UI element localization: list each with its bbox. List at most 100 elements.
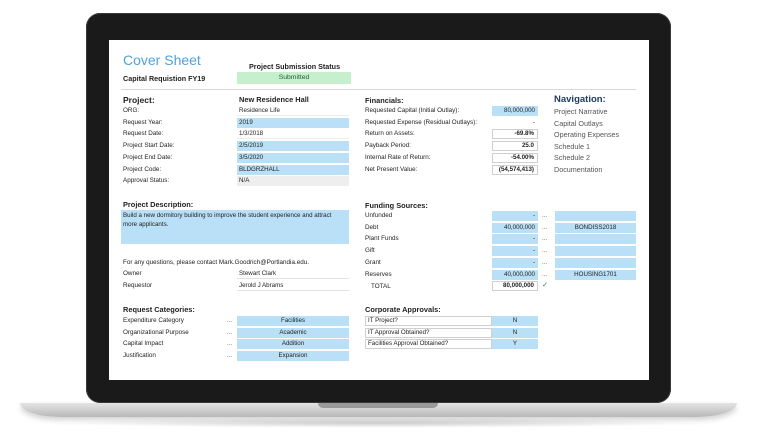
- funding-ellipsis: ...: [542, 271, 548, 278]
- project-field-value[interactable]: 1/3/2018: [237, 129, 349, 140]
- category-dropdown[interactable]: Academic: [237, 327, 349, 338]
- project-field-value[interactable]: 2019: [237, 117, 349, 128]
- funding-ellipsis: ...: [542, 259, 548, 266]
- financial-label: Requested Expense (Residual Outlays):: [365, 118, 478, 126]
- funding-label: Reserves: [365, 270, 392, 278]
- category-label: Capital Impact: [123, 340, 164, 348]
- funding-ellipsis: ...: [542, 224, 548, 231]
- nav-link[interactable]: Project Narrative: [554, 107, 608, 116]
- project-field-label: Project Code:: [123, 165, 162, 173]
- project-field-value[interactable]: 2/5/2019: [237, 141, 349, 152]
- funding-code[interactable]: HOUSING1701: [555, 269, 636, 280]
- nav-link[interactable]: Schedule 2: [554, 153, 590, 163]
- funding-code[interactable]: [555, 257, 636, 268]
- page-subtitle: Capital Requistion FY19: [123, 74, 206, 83]
- category-label: Expenditure Category: [123, 317, 184, 324]
- check-icon: ✓: [542, 282, 548, 289]
- project-field-value[interactable]: N/A: [237, 176, 349, 187]
- financials-heading: Financials:: [365, 96, 404, 105]
- approvals-heading: Corporate Approvals:: [365, 305, 441, 314]
- funding-label: Debt: [365, 223, 379, 231]
- laptop-notch: [318, 403, 438, 408]
- laptop-base: [20, 403, 737, 417]
- project-field-label: ORG:: [123, 107, 140, 114]
- funding-amount[interactable]: -: [492, 211, 538, 221]
- category-dropdown[interactable]: Facilities: [237, 316, 349, 326]
- category-ellipsis: ...: [227, 341, 233, 348]
- header-divider: [121, 89, 636, 90]
- funding-label: Unfunded: [365, 212, 393, 219]
- funding-label: Gift: [365, 247, 375, 255]
- approval-label: IT Project?: [365, 316, 492, 326]
- category-label: Organizational Purpose: [123, 328, 189, 336]
- project-field-label: Project End Date:: [123, 153, 173, 161]
- approval-label: IT Approval Obtained?: [365, 327, 492, 338]
- approval-label: Facilities Approval Obtained?: [365, 339, 492, 350]
- status-label: Project Submission Status: [249, 62, 341, 71]
- categories-heading: Request Categories:: [123, 305, 195, 314]
- contact-note: For any questions, please contact Mark.G…: [123, 259, 309, 266]
- category-ellipsis: ...: [227, 318, 233, 324]
- funding-total-label: TOTAL: [371, 283, 391, 290]
- funding-label: Plant Funds: [365, 235, 399, 243]
- funding-ellipsis: ...: [542, 213, 548, 219]
- project-field-label: Request Year:: [123, 118, 163, 126]
- project-field-value[interactable]: BLDGRZHALL: [237, 164, 349, 175]
- financial-value[interactable]: 80,000,000: [492, 106, 538, 116]
- financial-label: Requested Capital (Initial Outlay):: [365, 107, 460, 114]
- project-name: New Residence Hall: [239, 95, 309, 104]
- approval-value[interactable]: N: [492, 316, 538, 326]
- funding-code[interactable]: [555, 211, 636, 221]
- project-field-label: Request Date:: [123, 130, 164, 138]
- project-field-value[interactable]: 3/5/2020: [237, 152, 349, 163]
- financial-value: -54.00%: [492, 152, 538, 163]
- funding-code[interactable]: [555, 246, 636, 257]
- requestor-field[interactable]: Jerold J Abrams: [237, 281, 349, 291]
- category-ellipsis: ...: [227, 329, 233, 336]
- funding-code[interactable]: [555, 234, 636, 245]
- owner-label: Owner: [123, 270, 142, 277]
- financial-value: -: [532, 118, 535, 126]
- status-badge: Submitted: [237, 72, 351, 84]
- funding-ellipsis: ...: [542, 236, 548, 243]
- funding-heading: Funding Sources:: [365, 201, 428, 210]
- owner-field[interactable]: Stewart Clark: [237, 269, 349, 279]
- project-field-label: Approval Status:: [123, 177, 170, 185]
- financial-value: (54,574,413): [492, 164, 538, 175]
- approval-value[interactable]: Y: [492, 339, 538, 350]
- funding-amount[interactable]: -: [492, 234, 538, 245]
- funding-amount[interactable]: 40,000,000: [492, 222, 538, 233]
- page-title: Cover Sheet: [123, 52, 201, 68]
- financial-value: -69.8%: [492, 129, 538, 140]
- description-heading: Project Description:: [123, 200, 194, 209]
- approval-value[interactable]: N: [492, 327, 538, 338]
- financial-label: Payback Period:: [365, 142, 411, 150]
- category-dropdown[interactable]: Expansion: [237, 351, 349, 362]
- laptop-shadow: [60, 418, 697, 428]
- funding-total-value: 80,000,000: [492, 281, 538, 291]
- funding-label: Grant: [365, 258, 381, 266]
- category-dropdown[interactable]: Addition: [237, 339, 349, 350]
- category-label: Justification: [123, 352, 156, 360]
- requestor-label: Requestor: [123, 282, 153, 289]
- category-ellipsis: ...: [227, 353, 233, 360]
- financial-label: Net Present Value:: [365, 165, 418, 173]
- nav-link[interactable]: Capital Outlays: [554, 118, 603, 128]
- description-textarea[interactable]: Build a new dormitory building to improv…: [121, 210, 349, 244]
- navigation-heading: Navigation:: [554, 94, 606, 105]
- financial-value: 25.0: [492, 141, 538, 152]
- project-heading: Project:: [123, 95, 155, 105]
- funding-amount[interactable]: -: [492, 257, 538, 268]
- financial-label: Internal Rate of Return:: [365, 153, 431, 161]
- nav-link[interactable]: Documentation: [554, 165, 603, 174]
- project-field-value[interactable]: Residence Life: [237, 106, 349, 116]
- nav-link[interactable]: Operating Expenses: [554, 130, 620, 140]
- funding-amount[interactable]: -: [492, 246, 538, 257]
- nav-link[interactable]: Schedule 1: [554, 141, 590, 151]
- funding-ellipsis: ...: [542, 248, 548, 255]
- financial-label: Return on Assets:: [365, 130, 415, 138]
- funding-amount[interactable]: 40,000,000: [492, 269, 538, 280]
- project-field-label: Project Start Date:: [123, 142, 175, 150]
- funding-code[interactable]: BONDISS2018: [555, 222, 636, 233]
- spreadsheet-screen: Cover Sheet Capital Requistion FY19 Proj…: [109, 40, 649, 380]
